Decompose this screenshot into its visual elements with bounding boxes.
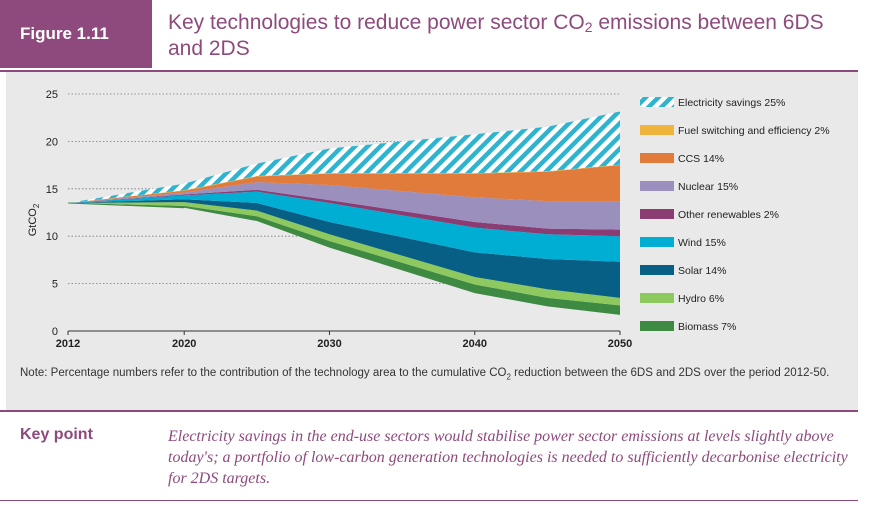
area-wind xyxy=(68,191,620,262)
legend-swatch xyxy=(640,97,674,107)
note-subscript: 2 xyxy=(506,372,511,382)
key-point-text: Electricity savings in the end-use secto… xyxy=(168,428,848,487)
legend-label: Wind 15% xyxy=(678,237,726,249)
legend-label: Other renewables 2% xyxy=(678,209,779,221)
legend-swatch xyxy=(640,125,674,135)
note-text-end: reduction between the 6DS and 2DS over t… xyxy=(510,367,830,379)
y-tick-label: 5 xyxy=(52,279,58,291)
note-divider xyxy=(0,410,858,412)
legend-label: Electricity savings 25% xyxy=(678,97,785,109)
area-biomass xyxy=(68,203,620,315)
legend-swatch xyxy=(640,237,674,247)
legend-label: Biomass 7% xyxy=(678,321,736,333)
legend-swatch xyxy=(640,181,674,191)
area-electricity xyxy=(68,111,620,204)
area-solar xyxy=(68,199,620,298)
y-tick-label: 10 xyxy=(46,231,58,243)
title-subscript: 2 xyxy=(584,19,593,35)
x-tick-label: 2050 xyxy=(608,338,632,350)
y-tick-label: 25 xyxy=(46,89,58,101)
title-text-end: emissions between 6DS and 2DS xyxy=(168,11,824,60)
legend-swatch xyxy=(640,265,674,275)
x-tick-label: 2030 xyxy=(317,338,341,350)
y-tick-label: 15 xyxy=(46,184,58,196)
title-text: Key technologies to reduce power sector … xyxy=(168,11,585,34)
legend-label: CCS 14% xyxy=(678,153,724,165)
chart-note: Note: Percentage numbers refer to the co… xyxy=(6,358,858,410)
legend-swatch xyxy=(640,293,674,303)
bottom-divider xyxy=(0,500,858,501)
header-divider xyxy=(0,70,858,72)
legend-swatch xyxy=(640,321,674,331)
x-tick-label: 2020 xyxy=(172,338,196,350)
figure-title: Key technologies to reduce power sector … xyxy=(168,10,858,62)
y-tick-label: 0 xyxy=(52,326,58,338)
key-point-label: Key point xyxy=(20,426,93,443)
y-axis-label: GtCO2 xyxy=(27,203,41,236)
area-ccs xyxy=(68,165,620,204)
baseline-line xyxy=(67,202,185,209)
legend-swatch xyxy=(640,209,674,219)
legend-label: Fuel switching and efficiency 2% xyxy=(678,125,830,137)
stacked-area-chart: 0 5 10 15 20 25 2012 2020 2030 2040 2050 Electrici… xyxy=(27,89,830,350)
area-hydro xyxy=(68,202,620,306)
x-tick-label: 2040 xyxy=(462,338,486,350)
area-nuclear xyxy=(68,182,620,230)
legend-label: Solar 14% xyxy=(678,265,726,277)
figure-label: Figure 1.11 xyxy=(0,0,152,68)
area-other xyxy=(68,189,620,237)
x-tick-label: 2012 xyxy=(56,338,80,350)
legend-swatch xyxy=(640,153,674,163)
y-tick-label: 20 xyxy=(46,136,58,148)
legend-label: Nuclear 15% xyxy=(678,181,738,193)
note-text: Note: Percentage numbers refer to the co… xyxy=(20,367,507,379)
legend-label: Hydro 6% xyxy=(678,293,724,305)
